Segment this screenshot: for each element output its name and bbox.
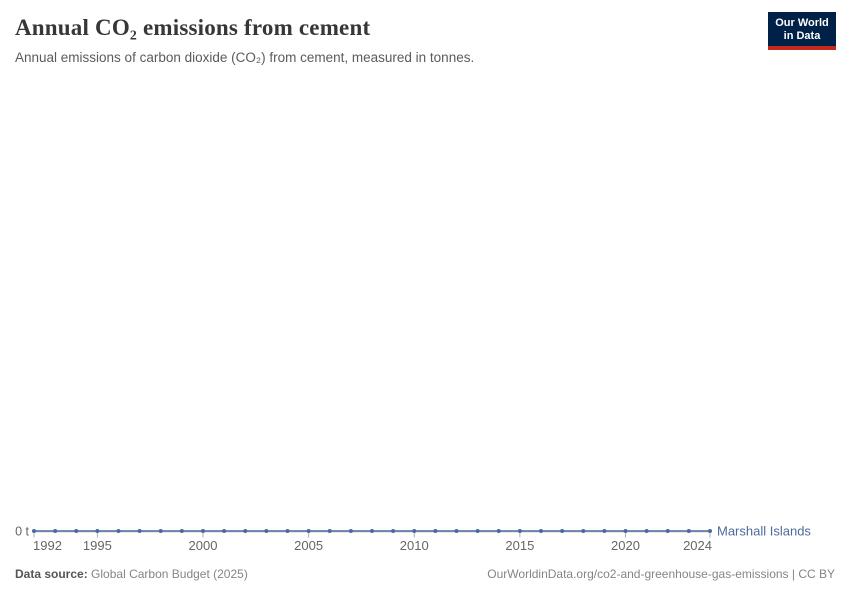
- data-point[interactable]: [454, 529, 459, 533]
- data-point[interactable]: [602, 529, 607, 533]
- y-axis-zero-label: 0 t: [15, 525, 29, 539]
- data-point[interactable]: [581, 529, 586, 533]
- data-point[interactable]: [222, 529, 227, 533]
- data-point[interactable]: [644, 529, 649, 533]
- series-label[interactable]: Marshall Islands: [717, 524, 811, 539]
- data-point[interactable]: [243, 529, 248, 533]
- data-point[interactable]: [327, 529, 332, 533]
- chart-header: Annual CO₂ emissions from cement Annual …: [15, 15, 750, 65]
- attribution-link[interactable]: OurWorldinData.org/co2-and-greenhouse-ga…: [487, 567, 835, 581]
- data-point[interactable]: [116, 529, 121, 533]
- x-tick-label: 2015: [505, 538, 534, 553]
- owid-logo-line2: in Data: [783, 30, 821, 42]
- x-tick-label: 2020: [611, 538, 640, 553]
- data-point[interactable]: [560, 529, 565, 533]
- data-point[interactable]: [686, 529, 691, 533]
- data-point[interactable]: [539, 529, 543, 533]
- data-point[interactable]: [74, 529, 79, 533]
- data-point[interactable]: [433, 529, 438, 533]
- data-point[interactable]: [496, 529, 501, 533]
- x-tick-label: 1992: [33, 538, 62, 553]
- data-point[interactable]: [391, 529, 396, 533]
- data-source-label: Data source:: [15, 567, 88, 581]
- data-point[interactable]: [158, 529, 163, 533]
- x-tick-label: 2010: [400, 538, 429, 553]
- data-point[interactable]: [623, 529, 628, 533]
- x-tick-label: 2024: [683, 538, 712, 553]
- data-source: Data source: Global Carbon Budget (2025): [15, 567, 248, 581]
- owid-logo-line1: Our World: [775, 17, 829, 29]
- chart-footer: Data source: Global Carbon Budget (2025)…: [15, 567, 835, 581]
- data-point[interactable]: [348, 529, 353, 533]
- owid-logo[interactable]: Our World in Data: [768, 12, 836, 50]
- data-point[interactable]: [306, 529, 311, 533]
- data-point[interactable]: [665, 529, 670, 533]
- x-tick-label: 2005: [294, 538, 323, 553]
- data-point[interactable]: [370, 529, 374, 533]
- data-point[interactable]: [475, 529, 480, 533]
- data-point[interactable]: [412, 529, 417, 533]
- data-point[interactable]: [95, 529, 100, 533]
- data-point[interactable]: [517, 529, 522, 533]
- data-point[interactable]: [53, 529, 58, 533]
- data-point[interactable]: [179, 529, 184, 533]
- data-point[interactable]: [285, 529, 290, 533]
- data-point[interactable]: [32, 529, 36, 533]
- x-tick-label: 1995: [83, 538, 112, 553]
- data-point[interactable]: [708, 529, 712, 533]
- chart-title: Annual CO₂ emissions from cement: [15, 15, 371, 40]
- chart-subtitle: Annual emissions of carbon dioxide (CO₂)…: [15, 50, 475, 65]
- x-tick-label: 2000: [189, 538, 218, 553]
- data-point[interactable]: [201, 529, 205, 533]
- data-point[interactable]: [137, 529, 142, 533]
- data-point[interactable]: [264, 529, 269, 533]
- data-source-value: Global Carbon Budget (2025): [91, 567, 248, 581]
